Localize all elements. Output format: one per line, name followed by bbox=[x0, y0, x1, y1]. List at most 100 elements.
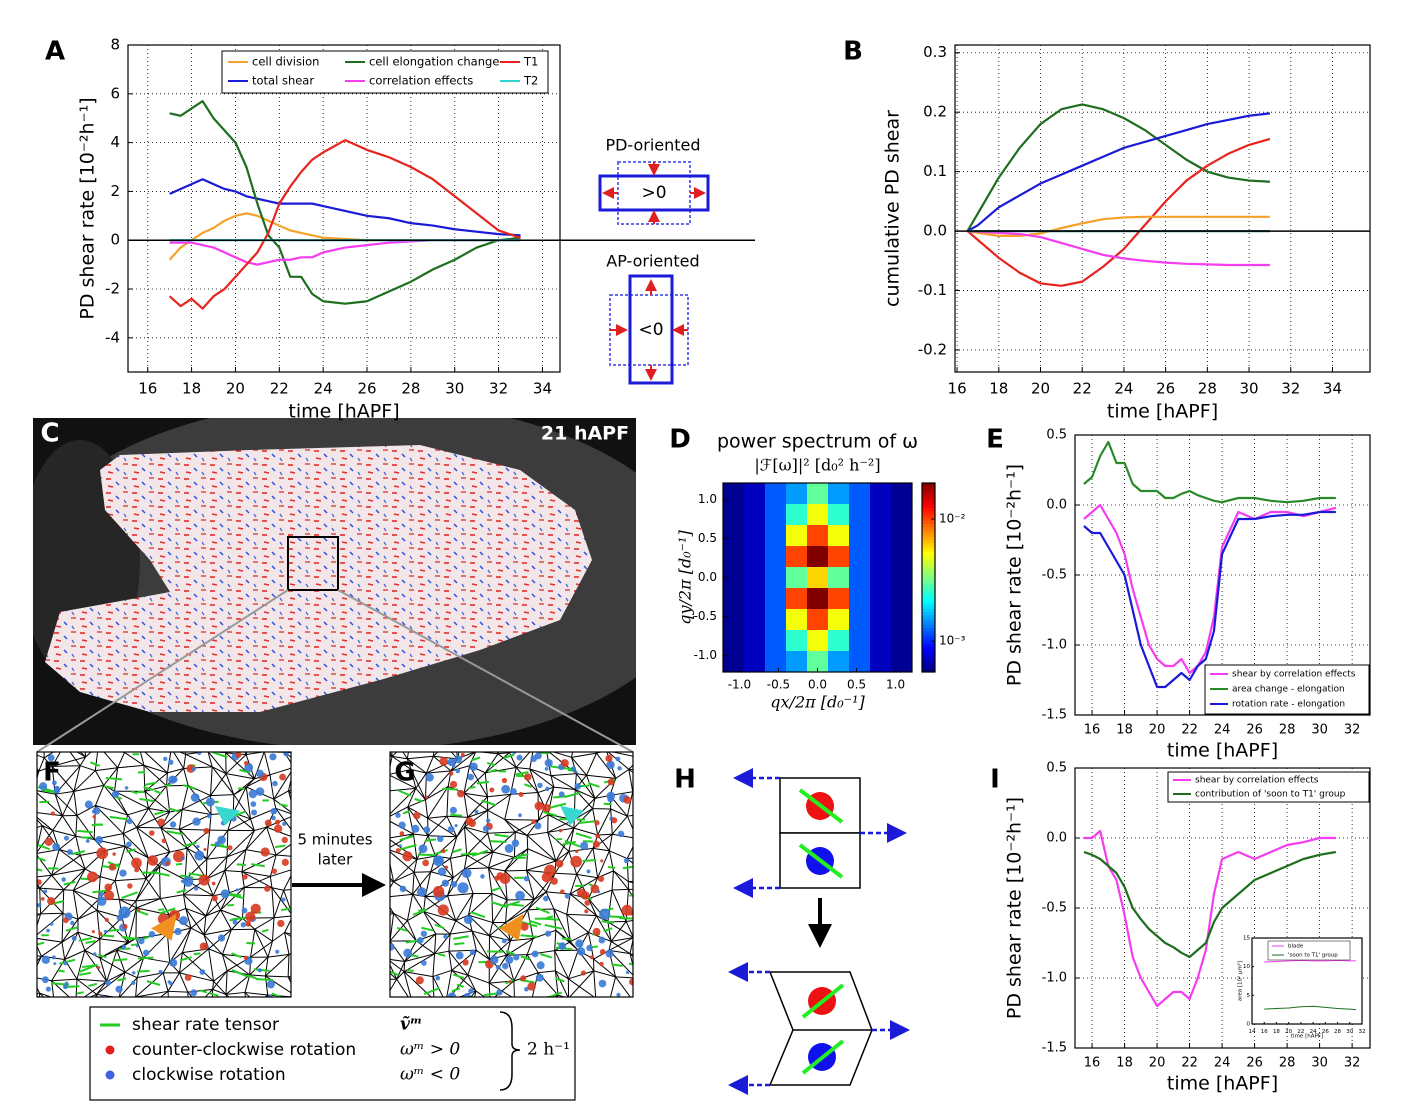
x-tick-label: 18 bbox=[1116, 1056, 1133, 1071]
mesh-edge bbox=[135, 898, 161, 902]
mesh-edge bbox=[136, 898, 161, 909]
mesh-edge bbox=[37, 874, 52, 878]
shear-bar bbox=[471, 849, 489, 857]
x-axis-label: time [hAPF] bbox=[1291, 1034, 1323, 1040]
legend-symbol: ωᵐ < 0 bbox=[400, 1065, 460, 1085]
axes-frame bbox=[954, 44, 1371, 373]
mesh-edge bbox=[287, 790, 291, 803]
mesh-edge bbox=[412, 871, 432, 895]
mesh-edge bbox=[545, 891, 555, 910]
mesh-edge bbox=[220, 887, 245, 911]
mesh-edge bbox=[95, 785, 105, 806]
mesh-edge bbox=[488, 867, 493, 894]
heat-cell bbox=[744, 504, 766, 526]
mesh-edge bbox=[406, 752, 409, 759]
x-axis-label: time [hAPF] bbox=[1107, 401, 1218, 423]
rotation-dot bbox=[168, 759, 174, 765]
rotation-dot bbox=[558, 828, 563, 833]
rotation-dot bbox=[597, 875, 605, 882]
mesh-edge bbox=[367, 953, 372, 979]
rotation-dot bbox=[390, 943, 395, 951]
mesh-edge bbox=[206, 830, 211, 860]
rotation-dot bbox=[508, 980, 512, 984]
rotation-dot bbox=[469, 762, 478, 771]
shear-bar bbox=[396, 926, 408, 932]
mesh-edge bbox=[37, 770, 40, 780]
shear-bar bbox=[88, 982, 98, 987]
mesh-edge bbox=[160, 827, 188, 849]
mesh-edge bbox=[283, 889, 291, 891]
rotation-dot bbox=[605, 754, 613, 762]
mesh-edge bbox=[402, 752, 408, 760]
mesh-edge bbox=[634, 978, 636, 1002]
mesh-edge bbox=[54, 998, 65, 1018]
mesh-frame bbox=[36, 751, 292, 998]
mesh-edge bbox=[370, 818, 385, 819]
rotation-dot bbox=[50, 811, 55, 816]
y-tick-label: 0.5 bbox=[698, 531, 717, 545]
mesh-edge bbox=[162, 962, 171, 974]
shear-bar bbox=[543, 811, 558, 817]
rotation-dot bbox=[122, 924, 128, 929]
mesh-edge bbox=[144, 785, 167, 792]
mesh-edge bbox=[207, 752, 227, 774]
rotation-dot bbox=[111, 790, 120, 798]
mesh-edge bbox=[608, 834, 613, 851]
mesh-edge bbox=[570, 932, 589, 943]
mesh-edge bbox=[69, 752, 81, 767]
mesh-edge bbox=[291, 856, 315, 873]
mesh-edge bbox=[233, 794, 251, 820]
mesh-edge bbox=[497, 752, 510, 755]
legend-label: blade bbox=[1288, 944, 1304, 950]
mesh-edge bbox=[390, 940, 391, 941]
mesh-edge bbox=[434, 933, 437, 954]
mesh-edge bbox=[527, 831, 548, 836]
shear-bar bbox=[488, 768, 497, 774]
shear-bar bbox=[398, 789, 412, 797]
zoom-line bbox=[36, 589, 289, 753]
series-line bbox=[967, 215, 1270, 237]
colorbar-slice bbox=[922, 483, 935, 487]
colorbar-frame bbox=[921, 482, 936, 673]
mesh-edge bbox=[463, 827, 468, 856]
mesh-edge bbox=[119, 898, 136, 902]
rotation-dot bbox=[616, 992, 621, 997]
rotation-dot bbox=[469, 949, 476, 956]
mesh-edge bbox=[611, 889, 627, 922]
heat-cell bbox=[786, 588, 808, 610]
colorbar-slice bbox=[922, 517, 935, 522]
mesh-edge bbox=[610, 940, 631, 955]
rotation-dot bbox=[621, 904, 633, 916]
rotation-dot bbox=[447, 825, 455, 833]
mesh-edge bbox=[295, 815, 312, 816]
shear-bar bbox=[582, 859, 597, 862]
shear-bar bbox=[59, 958, 76, 965]
heat-cell bbox=[828, 483, 850, 505]
mesh-edge bbox=[241, 871, 245, 888]
heat-cell bbox=[870, 483, 892, 505]
rotation-dot bbox=[403, 948, 413, 958]
shear-bar bbox=[275, 844, 286, 849]
rotation-dot bbox=[440, 895, 445, 901]
mesh-edge bbox=[186, 848, 207, 880]
mesh-edge bbox=[291, 849, 318, 857]
mesh-edge bbox=[612, 888, 629, 891]
mesh-edge bbox=[467, 809, 488, 818]
mesh-edge bbox=[487, 831, 516, 834]
y-tick-label: 0.5 bbox=[1046, 428, 1067, 443]
mesh-edge bbox=[295, 869, 316, 874]
rotation-dot bbox=[165, 861, 171, 866]
legend-box bbox=[89, 1006, 576, 1101]
mesh-edge bbox=[407, 911, 424, 921]
mesh-edge bbox=[554, 970, 559, 996]
heat-cell bbox=[870, 546, 892, 568]
mesh-edge bbox=[61, 791, 75, 817]
mesh-edge bbox=[39, 998, 53, 1013]
mesh-edge bbox=[183, 754, 187, 769]
mesh-edge bbox=[649, 736, 657, 758]
rotation-dot bbox=[606, 791, 616, 801]
shear-bar bbox=[65, 926, 78, 932]
mesh-edge bbox=[597, 850, 610, 878]
rotation-dot bbox=[570, 766, 576, 772]
shear-bar bbox=[412, 909, 425, 916]
